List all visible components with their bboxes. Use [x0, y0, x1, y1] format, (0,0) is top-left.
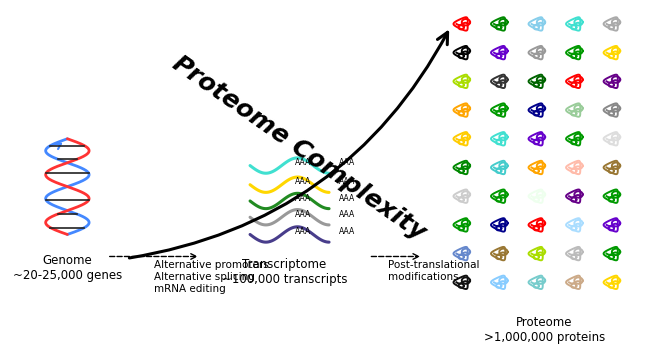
Text: Proteome Complexity: Proteome Complexity: [168, 52, 430, 245]
Text: AAA: AAA: [339, 227, 355, 236]
FancyArrowPatch shape: [129, 32, 448, 258]
Text: Transcriptome
~100,000 transcripts: Transcriptome ~100,000 transcripts: [222, 259, 347, 286]
Text: AAA: AAA: [339, 158, 355, 167]
Text: AAA: AAA: [294, 227, 311, 236]
Text: AAA: AAA: [294, 210, 311, 219]
Text: Proteome
>1,000,000 proteins: Proteome >1,000,000 proteins: [484, 316, 605, 344]
Text: Genome
~20-25,000 genes: Genome ~20-25,000 genes: [13, 254, 122, 282]
Text: AAA: AAA: [339, 177, 355, 186]
Text: AAA: AAA: [339, 194, 355, 203]
Text: AAA: AAA: [294, 158, 311, 167]
Text: Alternative promoters
Alternative splicing
mRNA editing: Alternative promoters Alternative splici…: [154, 260, 269, 294]
Text: AAA: AAA: [294, 177, 311, 186]
Text: AAA: AAA: [294, 194, 311, 203]
Text: AAA: AAA: [339, 210, 355, 219]
Text: Post-translational
modifications: Post-translational modifications: [388, 260, 480, 282]
